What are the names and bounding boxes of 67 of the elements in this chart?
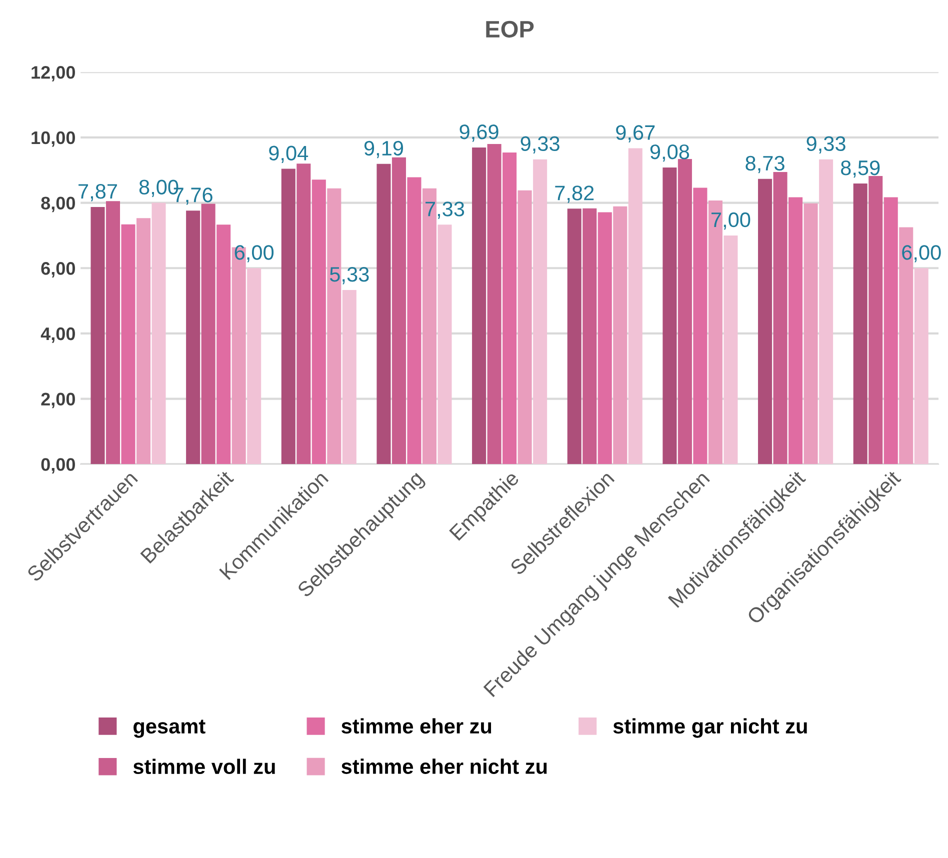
data-label: 5,33 xyxy=(330,266,369,284)
y-tick-label: 10,00 xyxy=(32,131,75,147)
bar xyxy=(502,152,517,464)
bar xyxy=(853,183,868,464)
data-label: 9,69 xyxy=(460,124,498,142)
y-tick-label: 4,00 xyxy=(40,327,75,343)
bar xyxy=(90,207,105,464)
data-label: 7,82 xyxy=(555,186,594,203)
data-label: 9,67 xyxy=(616,125,655,142)
bar xyxy=(136,218,151,464)
y-tick-label: 6,00 xyxy=(41,262,75,278)
bar xyxy=(407,177,422,464)
bar xyxy=(788,197,803,464)
data-label: 7,87 xyxy=(78,184,117,202)
data-label: 9,08 xyxy=(650,144,690,162)
bar xyxy=(472,148,486,464)
bar xyxy=(152,202,166,464)
bar xyxy=(724,235,738,464)
bar xyxy=(758,178,772,464)
bar xyxy=(438,224,452,464)
bar xyxy=(392,157,406,464)
bar xyxy=(518,190,532,464)
data-label: 8,73 xyxy=(746,156,784,174)
bar xyxy=(312,180,326,464)
bar xyxy=(533,159,548,464)
legend-label: gesamt xyxy=(134,720,206,738)
bar xyxy=(186,210,200,464)
bar xyxy=(884,197,898,464)
legend-label: stimme eher zu xyxy=(342,718,492,734)
bar xyxy=(376,164,391,464)
bar xyxy=(914,268,928,464)
bar xyxy=(281,168,296,464)
bar xyxy=(773,172,788,464)
bar xyxy=(121,224,136,464)
y-tick-label: 8,00 xyxy=(41,196,75,212)
bar xyxy=(216,224,231,464)
data-label: 6,00 xyxy=(902,245,941,262)
bar xyxy=(567,208,582,464)
data-label: 7,33 xyxy=(426,202,464,219)
data-label: 9,04 xyxy=(269,146,308,163)
data-label: 6,00 xyxy=(234,245,274,262)
chart-title: EOP xyxy=(486,20,534,38)
bar xyxy=(628,148,642,464)
bar xyxy=(693,188,708,464)
y-tick-label: 0,00 xyxy=(41,458,75,474)
data-label: 8,59 xyxy=(840,160,880,178)
bar xyxy=(804,203,818,464)
y-tick-label: 2,00 xyxy=(41,392,75,408)
bar xyxy=(487,144,502,464)
y-tick-label: 12,00 xyxy=(32,66,75,82)
bar xyxy=(201,204,216,464)
bar xyxy=(819,159,834,464)
legend-label: stimme eher nicht zu xyxy=(342,758,547,774)
bar xyxy=(106,201,120,464)
data-label: 9,33 xyxy=(520,136,560,154)
bar xyxy=(662,167,677,464)
data-label: 7,00 xyxy=(712,212,750,230)
bar xyxy=(613,206,628,464)
data-label: 9,33 xyxy=(806,136,846,154)
legend-label: stimme voll zu xyxy=(133,758,275,774)
bar xyxy=(598,212,612,464)
bar xyxy=(342,290,356,464)
data-label: 9,19 xyxy=(364,140,404,158)
bar xyxy=(296,164,311,464)
bar xyxy=(582,208,597,464)
bar xyxy=(247,268,262,464)
legend-label: stimme gar nicht zu xyxy=(613,718,807,738)
